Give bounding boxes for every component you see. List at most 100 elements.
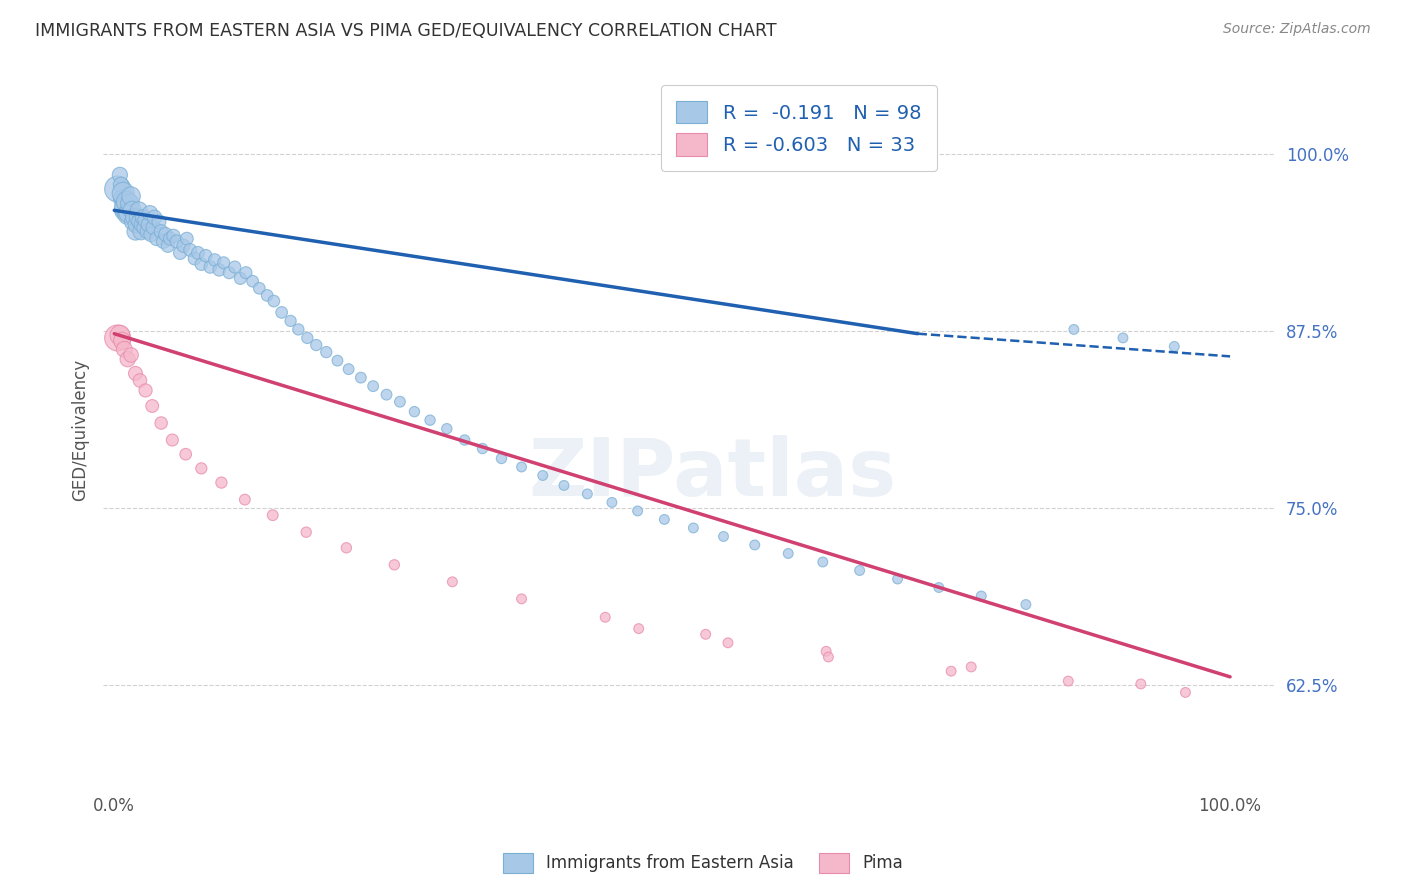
Y-axis label: GED/Equivalency: GED/Equivalency (72, 359, 89, 501)
Point (287, 322, 309, 336)
Point (112, 343, 135, 357)
Point (419, 413, 441, 427)
Point (576, 487, 599, 501)
Point (315, 345, 337, 359)
Point (127, 211, 149, 225)
Point (713, 529, 735, 543)
Legend: R =  -0.191   N = 98, R = -0.603   N = 33: R = -0.191 N = 98, R = -0.603 N = 33 (661, 86, 936, 171)
Point (1057, 674, 1080, 689)
Point (375, 387, 398, 401)
Point (124, 367, 146, 381)
Point (297, 331, 319, 345)
Point (886, 572, 908, 586)
Point (136, 225, 159, 239)
Point (1015, 598, 1038, 612)
Point (172, 239, 194, 253)
Point (200, 260, 222, 274)
Point (593, 610, 616, 624)
Point (491, 451, 513, 466)
Point (817, 650, 839, 665)
Point (928, 581, 950, 595)
Point (155, 227, 177, 242)
Point (778, 546, 800, 560)
Point (131, 218, 153, 232)
Point (117, 352, 139, 367)
Point (174, 447, 197, 461)
Point (626, 504, 648, 518)
Point (453, 433, 475, 447)
Point (169, 245, 191, 260)
Point (141, 399, 163, 413)
Point (235, 266, 257, 280)
Point (162, 228, 184, 243)
Point (145, 232, 167, 246)
Point (150, 225, 173, 239)
Point (717, 636, 740, 650)
Point (1174, 685, 1197, 699)
Point (135, 213, 157, 227)
Point (179, 243, 201, 257)
Point (295, 525, 318, 540)
Point (148, 215, 170, 229)
Point (1112, 331, 1135, 345)
Point (960, 660, 983, 674)
Point (107, 331, 129, 345)
Point (337, 362, 360, 376)
Point (187, 245, 209, 260)
Point (361, 379, 384, 393)
Point (132, 211, 155, 225)
Point (441, 574, 464, 589)
Point (326, 353, 349, 368)
Point (190, 461, 212, 475)
Point (382, 558, 405, 572)
Point (208, 263, 231, 277)
Point (404, 405, 426, 419)
Point (156, 239, 179, 253)
Point (152, 235, 174, 249)
Point (335, 541, 357, 555)
Point (129, 225, 152, 239)
Point (120, 189, 142, 203)
Point (194, 249, 217, 263)
Point (176, 232, 198, 246)
Point (682, 521, 704, 535)
Point (118, 206, 141, 220)
Point (270, 305, 292, 319)
Point (1129, 677, 1152, 691)
Point (247, 281, 270, 295)
Point (224, 260, 246, 274)
Point (218, 266, 240, 280)
Point (117, 208, 139, 222)
Point (111, 192, 134, 206)
Point (242, 274, 264, 288)
Point (183, 252, 205, 266)
Point (209, 475, 232, 490)
Point (134, 220, 156, 235)
Point (627, 622, 650, 636)
Point (129, 374, 152, 388)
Point (124, 225, 146, 239)
Point (108, 328, 131, 343)
Point (233, 492, 256, 507)
Point (150, 416, 173, 430)
Point (128, 203, 150, 218)
Point (695, 627, 717, 641)
Point (280, 314, 302, 328)
Point (654, 512, 676, 526)
Point (143, 211, 166, 225)
Point (110, 178, 132, 192)
Point (112, 203, 135, 218)
Point (305, 338, 328, 352)
Point (108, 168, 131, 182)
Point (125, 218, 148, 232)
Point (471, 442, 494, 456)
Text: Source: ZipAtlas.com: Source: ZipAtlas.com (1223, 22, 1371, 37)
Point (142, 220, 165, 235)
Point (388, 394, 411, 409)
Point (262, 508, 284, 523)
Point (166, 235, 188, 249)
Point (129, 215, 152, 229)
Point (600, 495, 623, 509)
Point (553, 478, 575, 492)
Point (139, 206, 162, 220)
